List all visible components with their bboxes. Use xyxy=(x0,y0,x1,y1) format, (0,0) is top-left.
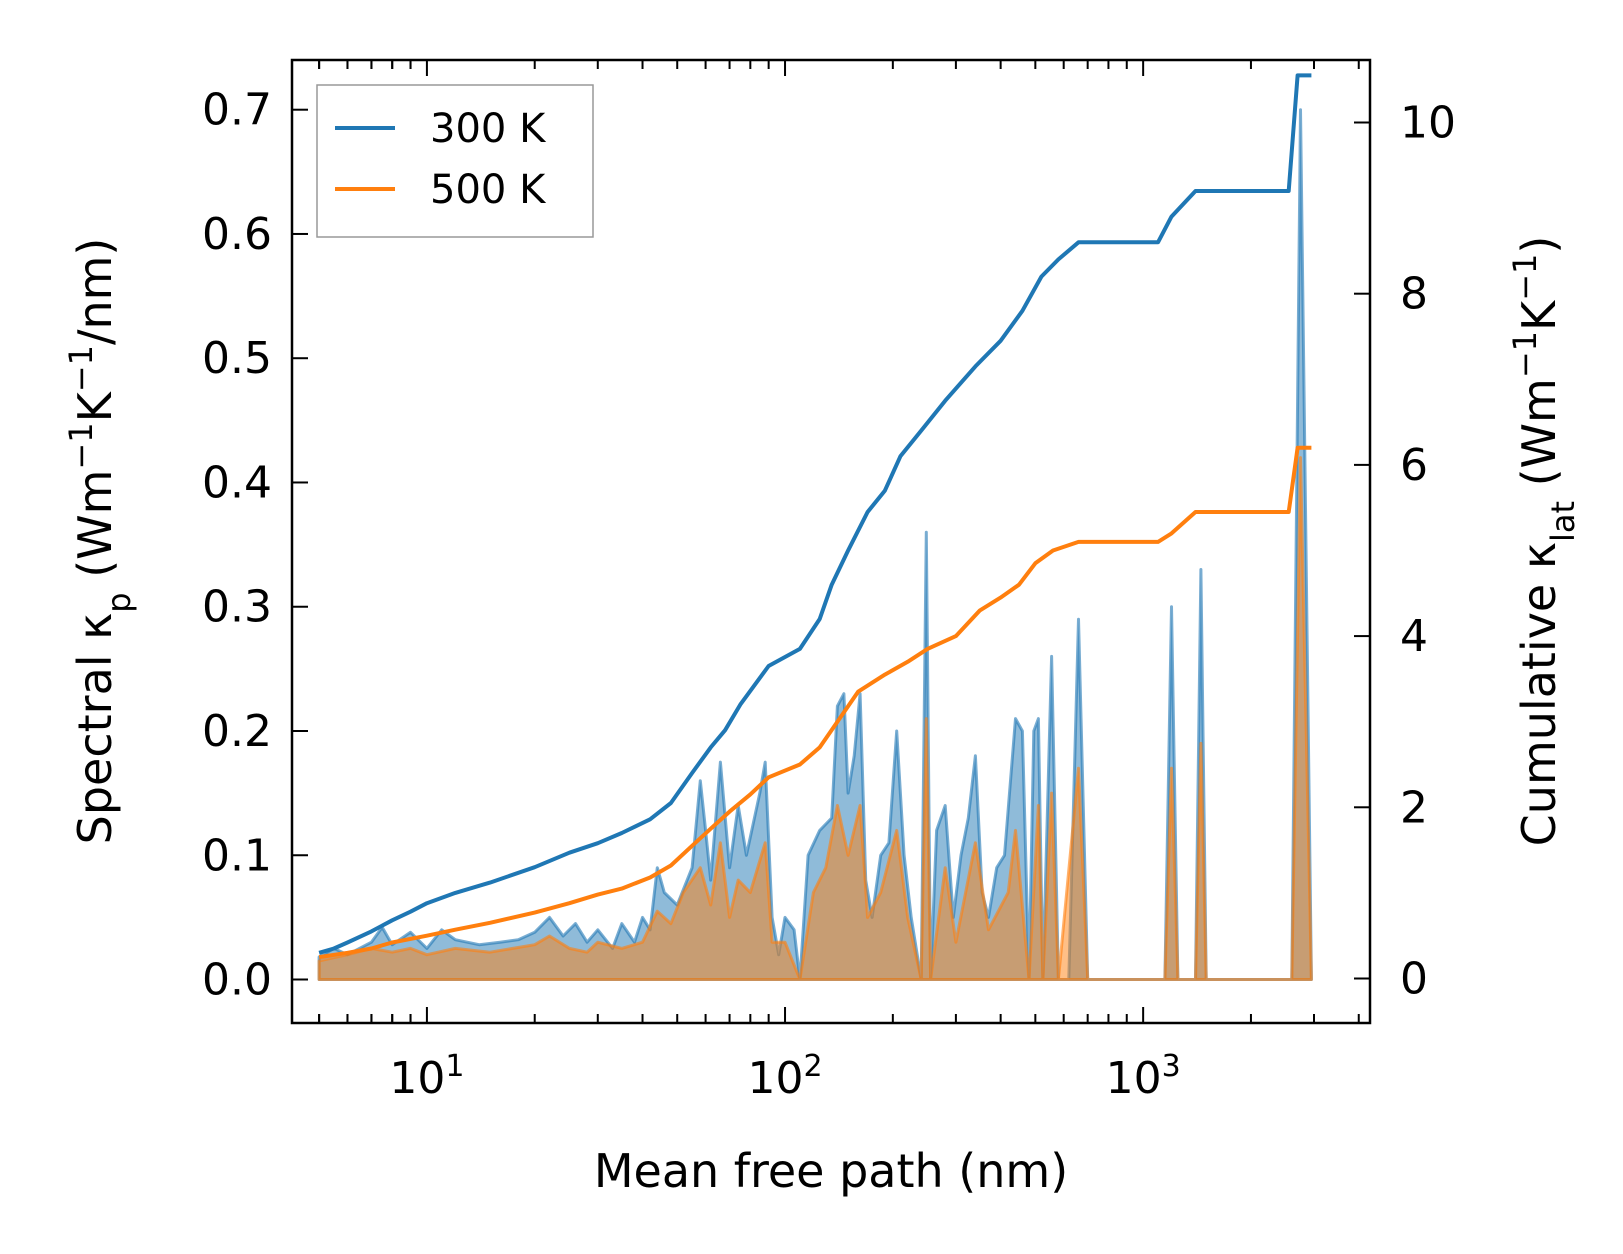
left-tick-label: 0.3 xyxy=(202,582,272,633)
spectral-area-300k xyxy=(317,108,1313,981)
right-tick-label: 4 xyxy=(1400,611,1428,662)
legend-label-300k: 300 K xyxy=(430,106,547,152)
plot-frame xyxy=(290,58,1372,1025)
cumulative-line-500k xyxy=(318,445,1312,960)
right-tick-label: 8 xyxy=(1400,269,1428,320)
right-tick-label: 0 xyxy=(1400,953,1428,1004)
left-axis-title: Spectral κp (Wm−1K−1/nm) xyxy=(62,238,138,845)
right-tick-label: 10 xyxy=(1400,97,1456,148)
left-tick-label: 0.5 xyxy=(202,333,272,384)
x-tick-label: 101 xyxy=(389,1049,464,1105)
left-tick-label: 0.1 xyxy=(202,830,272,881)
left-y-axis: 0.0 0.1 0.2 0.3 0.4 0.5 0.6 0.7 xyxy=(202,85,308,1006)
left-tick-label: 0.6 xyxy=(202,209,272,260)
left-tick-label: 0.7 xyxy=(202,85,272,136)
x-tick-label: 103 xyxy=(1106,1049,1181,1105)
right-tick-label: 2 xyxy=(1400,782,1428,833)
legend: 300 K 500 K xyxy=(316,84,594,238)
legend-label-500k: 500 K xyxy=(430,167,547,213)
right-axis-title: Cumulative κlat (Wm−1K−1) xyxy=(1506,236,1582,847)
right-tick-label: 6 xyxy=(1400,440,1428,491)
left-tick-label: 0.4 xyxy=(202,457,272,508)
right-y-axis: 0 2 4 6 8 10 xyxy=(1354,97,1456,1004)
cumulative-line-300k xyxy=(318,73,1312,955)
cumulative-lines xyxy=(318,73,1312,960)
x-tick-label: 102 xyxy=(747,1049,822,1105)
legend-box xyxy=(316,84,594,238)
spectral-area-500k xyxy=(317,456,1313,981)
x-axis: 101 102 103 xyxy=(318,60,1360,1105)
left-tick-label: 0.2 xyxy=(202,706,272,757)
left-tick-label: 0.0 xyxy=(202,955,272,1006)
x-axis-title: Mean free path (nm) xyxy=(594,1144,1068,1198)
spectral-areas xyxy=(317,108,1313,981)
